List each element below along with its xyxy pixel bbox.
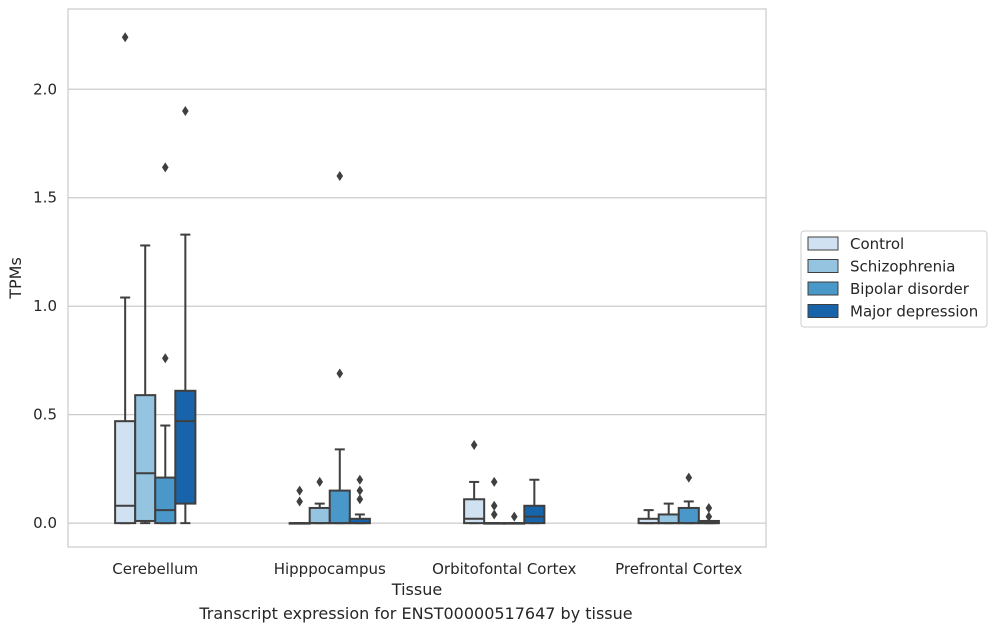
outlier-point <box>685 472 693 483</box>
legend-label: Schizophrenia <box>850 258 955 276</box>
legend-label: Major depression <box>850 303 978 321</box>
box-control <box>288 522 311 525</box>
outlier-point <box>296 496 303 507</box>
box-iqr <box>308 506 331 525</box>
box-iqr <box>114 420 137 525</box>
box-iqr <box>523 504 546 525</box>
outlier-points <box>121 32 713 522</box>
box-bipolar-disorder <box>677 500 700 525</box>
outlier-point <box>182 105 189 116</box>
legend-label: Bipolar disorder <box>850 280 970 298</box>
box-iqr <box>677 506 700 525</box>
outlier-point <box>490 509 498 520</box>
box-major-depression <box>523 478 546 525</box>
y-axis-label: TPMs <box>6 257 25 300</box>
box-schizophrenia <box>308 502 331 525</box>
x-tick-label: Cerebellum <box>112 560 198 578</box>
outlier-point <box>356 485 364 496</box>
box-schizophrenia <box>657 502 680 525</box>
legend: Control Schizophrenia Bipolar disorder Majo… <box>800 230 988 328</box>
legend-frame <box>800 230 988 328</box>
plot-frame <box>67 8 767 548</box>
x-axis-label: Tissue <box>391 580 442 599</box>
outlier-point <box>296 485 303 496</box>
y-tick-label: 2.0 <box>33 80 57 98</box>
box-control <box>114 296 137 525</box>
legend-swatch <box>807 281 839 296</box>
x-tick-labels: Cerebellum Hipppocampus Orbitofontal Corte… <box>112 560 742 578</box>
x-tick-label: Prefrontal Cortex <box>615 560 742 578</box>
boxes <box>114 233 720 525</box>
legend-swatch <box>807 236 839 251</box>
outlier-point <box>161 162 169 173</box>
outlier-point <box>161 353 169 364</box>
outlier-point <box>316 476 324 487</box>
box-bipolar-disorder <box>328 448 351 525</box>
box-major-depression <box>348 513 371 525</box>
box-iqr <box>657 513 680 525</box>
box-iqr <box>463 498 486 525</box>
outlier-point <box>121 32 129 43</box>
x-tick-label: Hipppocampus <box>274 560 386 578</box>
y-tick-labels: 0.0 0.5 1.0 1.5 2.0 <box>33 80 57 532</box>
gridlines <box>68 88 766 524</box>
outlier-point <box>470 440 478 451</box>
legend-label: Control <box>850 235 904 253</box>
box-schizophrenia <box>134 244 157 525</box>
box-bipolar-disorder <box>154 424 177 525</box>
box-control <box>463 480 486 525</box>
outlier-point <box>705 502 713 513</box>
box-major-depression <box>174 233 197 525</box>
box-iqr <box>154 476 177 525</box>
chart-caption: Transcript expression for ENST0000051764… <box>199 604 633 623</box>
outlier-point <box>336 368 344 379</box>
y-tick-label: 1.5 <box>33 189 57 207</box>
outlier-point <box>510 511 518 522</box>
x-tick-label: Orbitofontal Cortex <box>432 560 576 578</box>
legend-swatch <box>807 304 839 318</box>
outlier-point <box>490 476 498 487</box>
box-iqr <box>328 489 351 525</box>
y-tick-label: 0.0 <box>33 514 57 532</box>
box-bipolar-disorder <box>503 522 526 525</box>
outlier-point <box>356 494 364 505</box>
box-iqr <box>174 389 197 505</box>
outlier-point <box>705 511 713 522</box>
outlier-point <box>356 474 364 485</box>
legend-swatch <box>807 259 839 273</box>
outlier-point <box>336 171 344 182</box>
box-iqr <box>134 394 157 522</box>
y-tick-label: 1.0 <box>33 297 57 315</box>
box-schizophrenia <box>483 522 506 525</box>
outlier-point <box>490 500 498 511</box>
y-tick-label: 0.5 <box>33 406 57 424</box>
box-control <box>637 509 660 525</box>
